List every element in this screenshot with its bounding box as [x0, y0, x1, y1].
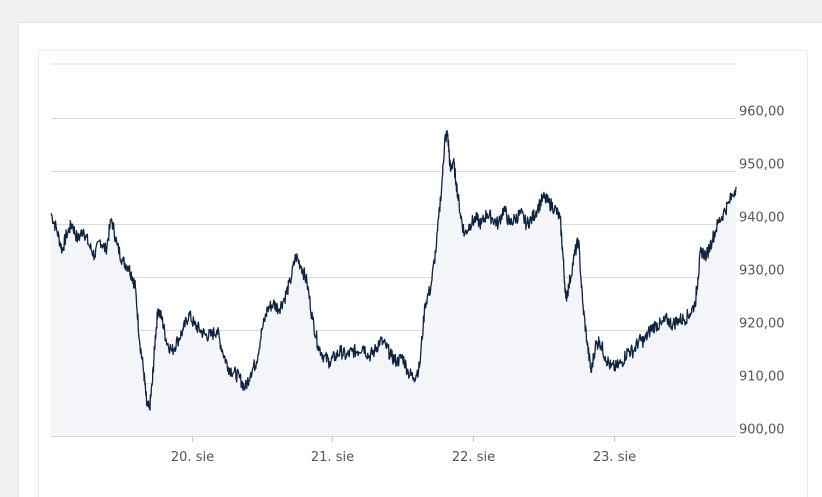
- x-tick-label: 23. sie: [593, 450, 636, 465]
- x-tick-label: 22. sie: [452, 450, 495, 465]
- x-tick-label: 20. sie: [171, 450, 214, 465]
- y-tick-label: 910,00: [739, 370, 785, 385]
- series-line: [50, 130, 737, 411]
- y-tick-label: 940,00: [739, 211, 785, 226]
- x-tick-label: 21. sie: [311, 450, 354, 465]
- series-area: [51, 130, 736, 437]
- y-tick-label: 920,00: [739, 317, 785, 332]
- y-tick-label: 930,00: [739, 264, 785, 279]
- y-tick-label: 960,00: [739, 105, 785, 120]
- y-tick-label: 950,00: [739, 158, 785, 173]
- y-tick-label: 900,00: [739, 423, 785, 438]
- x-axis-ticks: 20. sie 21. sie 22. sie 23. sie: [171, 436, 636, 465]
- y-axis-ticks: 960,00 950,00 940,00 930,00 920,00 910,00 900,…: [739, 105, 785, 438]
